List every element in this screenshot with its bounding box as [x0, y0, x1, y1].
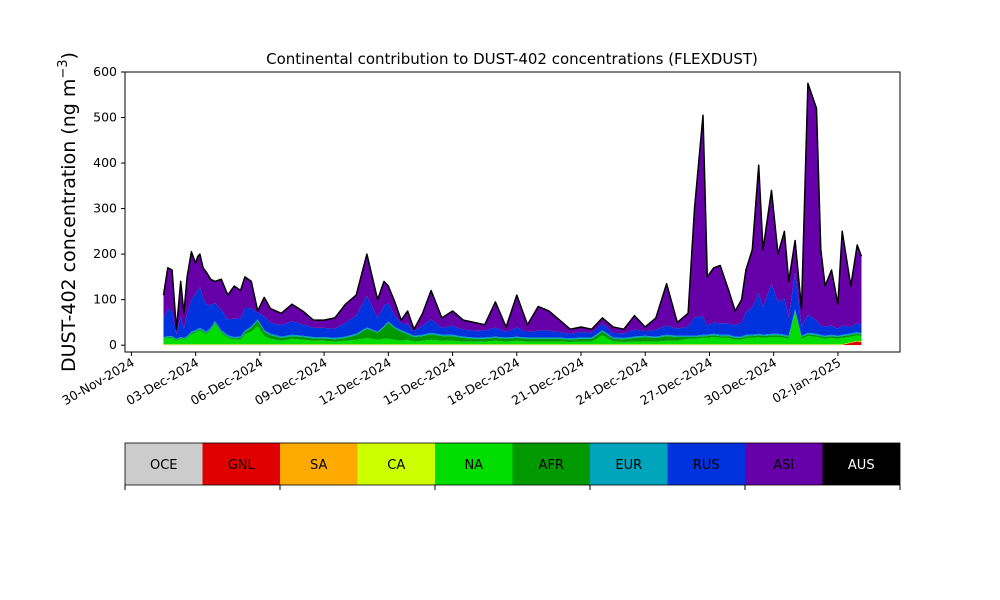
y-axis-label-main: DUST-402 concentration (ng m: [58, 79, 80, 372]
chart-title: Continental contribution to DUST-402 con…: [266, 50, 758, 68]
legend-swatch-gnl: [202, 443, 280, 485]
x-tick-label: 30-Dec-2024: [702, 355, 780, 408]
y-tick-label: 400: [93, 155, 117, 170]
area-rus: [163, 272, 862, 339]
legend-swatch-eur: [590, 443, 668, 485]
area-ca: [163, 340, 862, 345]
legend-label: AUS: [848, 458, 875, 473]
y-tick-label: 300: [93, 201, 117, 216]
y-tick-label: 600: [93, 64, 117, 79]
y-tick-label: 500: [93, 110, 117, 125]
legend-label: OCE: [150, 458, 178, 473]
y-axis-label-close: ): [58, 52, 80, 59]
legend-label: SA: [310, 458, 327, 473]
legend-label: EUR: [615, 458, 642, 473]
area-afr: [163, 310, 862, 342]
x-tick-label: 02-Jan-2025: [769, 355, 843, 406]
legend-frame: [124, 442, 901, 486]
y-tick-label: 100: [93, 292, 117, 307]
y-axis-label-exponent: −3: [56, 59, 71, 78]
legend-swatch-aus: [822, 443, 900, 485]
plot-frame: [124, 71, 901, 353]
y-tick-label: 200: [93, 246, 117, 261]
x-axis: 30-Nov-202403-Dec-202406-Dec-202409-Dec-…: [59, 352, 843, 408]
legend-swatch-sa: [280, 443, 358, 485]
legend-label: CA: [387, 458, 405, 473]
legend-swatch-rus: [667, 443, 745, 485]
total-concentration-line: [162, 82, 863, 330]
y-axis: 0 100 200 300 400 500 600: [93, 64, 125, 352]
legend-label: GNL: [228, 458, 256, 473]
legend-swatch-oce: [125, 443, 203, 485]
legend-swatch-asi: [745, 443, 823, 485]
stacked-areas: [163, 83, 862, 346]
legend-label: AFR: [539, 458, 564, 473]
legend-swatch-ca: [357, 443, 435, 485]
area-asi: [163, 83, 862, 335]
area-na: [163, 312, 862, 345]
legend-swatch-afr: [512, 443, 590, 485]
legend-colorbar: OCE GNL SA CA NA AFR EUR RUS ASI AUS: [124, 442, 901, 490]
legend-swatch-na: [435, 443, 513, 485]
legend-label: ASI: [773, 458, 794, 473]
legend-label: RUS: [693, 458, 720, 473]
y-axis-label: DUST-402 concentration (ng m−3): [56, 52, 80, 372]
legend-label: NA: [464, 458, 483, 473]
y-tick-label: 0: [109, 337, 117, 352]
